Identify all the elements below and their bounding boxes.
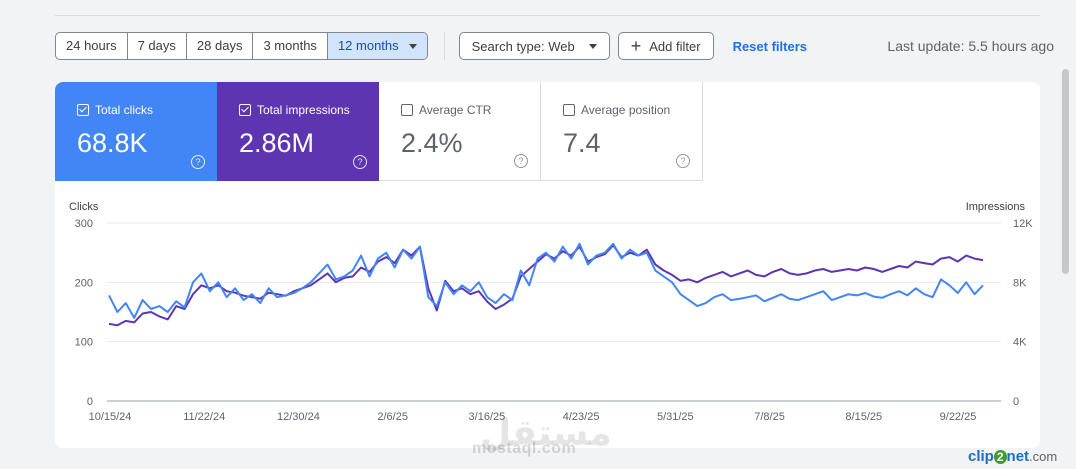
help-icon[interactable]: ? [676,154,690,168]
series-lines [108,242,984,327]
search-type-label: Search type: Web [471,38,575,54]
clicks-series-line [108,242,984,319]
metric-tile-average-position[interactable]: Average position 7.4 ? [541,82,703,181]
add-filter-button[interactable]: + Add filter [617,32,714,60]
checkbox-unchecked-icon[interactable] [401,104,413,116]
metric-tile-average-ctr[interactable]: Average CTR 2.4% ? [379,82,541,181]
y-right-tick-label: 4K [1013,337,1027,349]
metric-value: 68.8K [77,128,148,158]
y-right-tick-label: 0 [1013,396,1019,408]
metric-tile-total-clicks[interactable]: Total clicks 68.8K ? [55,82,217,181]
metric-label-text: Total impressions [257,103,350,117]
metric-label: Average CTR [401,103,491,117]
y-left-tick-label: 0 [87,396,93,408]
y-right-ticks: 0 4K 8K 12K [1013,218,1033,408]
x-tick-label: 7/8/25 [754,411,785,423]
metric-value: 2.86M [239,128,315,158]
range-12-months-label: 12 months [337,38,399,53]
help-icon[interactable]: ? [191,155,205,169]
y-right-axis-label: Impressions [966,201,1026,213]
range-3-months[interactable]: 3 months [253,33,328,59]
filter-bar: 24 hours 7 days 28 days 3 months 12 mont… [55,32,807,60]
chevron-down-icon [588,43,597,49]
performance-card: Total clicks 68.8K ? Total impressions 2… [55,82,1040,448]
add-filter-label: Add filter [649,38,701,54]
chevron-down-icon [408,43,417,49]
metric-value: 2.4% [401,128,463,158]
date-range-selector: 24 hours 7 days 28 days 3 months 12 mont… [55,32,428,60]
last-update-text: Last update: 5.5 hours ago [887,38,1054,54]
help-icon[interactable]: ? [353,155,367,169]
x-tick-label: 2/6/25 [377,411,408,423]
x-tick-label: 4/23/25 [563,411,600,423]
toolbar-divider [443,32,445,60]
metric-value: 7.4 [563,128,601,158]
x-tick-label: 3/16/25 [469,411,506,423]
metric-label: Average position [563,103,670,117]
metric-label: Total clicks [77,103,153,117]
checkbox-unchecked-icon[interactable] [563,104,575,116]
metric-tile-total-impressions[interactable]: Total impressions 2.86M ? [217,82,379,181]
y-left-tick-label: 200 [75,277,93,289]
y-left-ticks: 0 100 200 300 [75,218,93,408]
x-tick-label: 12/30/24 [277,411,320,423]
range-28-days[interactable]: 28 days [187,33,254,59]
watermark-logo: mostaql.com [472,440,577,457]
checkbox-checked-icon[interactable] [77,104,89,116]
range-7-days[interactable]: 7 days [128,33,187,59]
plus-icon: + [630,36,642,56]
watermark-logo: مستقل [480,412,612,453]
y-left-axis-label: Clicks [69,201,99,213]
y-right-tick-label: 8K [1013,277,1027,289]
x-tick-label: 5/31/25 [657,411,694,423]
x-tick-label: 9/22/25 [940,411,977,423]
metric-tiles: Total clicks 68.8K ? Total impressions 2… [55,82,1040,181]
x-tick-label: 11/22/24 [183,411,225,423]
range-12-months[interactable]: 12 months [327,33,427,59]
metric-label: Total impressions [239,103,350,117]
y-left-tick-label: 300 [75,218,93,230]
x-tick-label: 8/15/25 [845,411,882,423]
impressions-series-line [108,244,984,327]
range-24-hours[interactable]: 24 hours [56,33,128,59]
metric-label-text: Average CTR [419,103,492,117]
x-tick-label: 10/15/24 [89,411,132,423]
scrollbar[interactable] [1062,69,1069,274]
help-icon[interactable]: ? [514,154,528,168]
y-left-tick-label: 100 [75,337,93,349]
metric-label-text: Total clicks [95,103,154,117]
performance-chart[interactable]: Clicks Impressions 0 100 200 300 0 4K 8K 12K 1… [55,181,1040,448]
y-right-tick-label: 12K [1013,218,1033,230]
metric-label-text: Average position [581,103,671,117]
top-divider [55,15,1040,16]
checkbox-checked-icon[interactable] [239,104,251,116]
reset-filters-link[interactable]: Reset filters [732,38,807,54]
watermark-logo: clip 2 net.com [968,448,1058,465]
chart-grid [107,222,1001,402]
search-type-dropdown[interactable]: Search type: Web [458,32,610,60]
x-ticks: 10/15/24 11/22/24 12/30/24 2/6/25 3/16/25 4/2… [89,411,977,423]
